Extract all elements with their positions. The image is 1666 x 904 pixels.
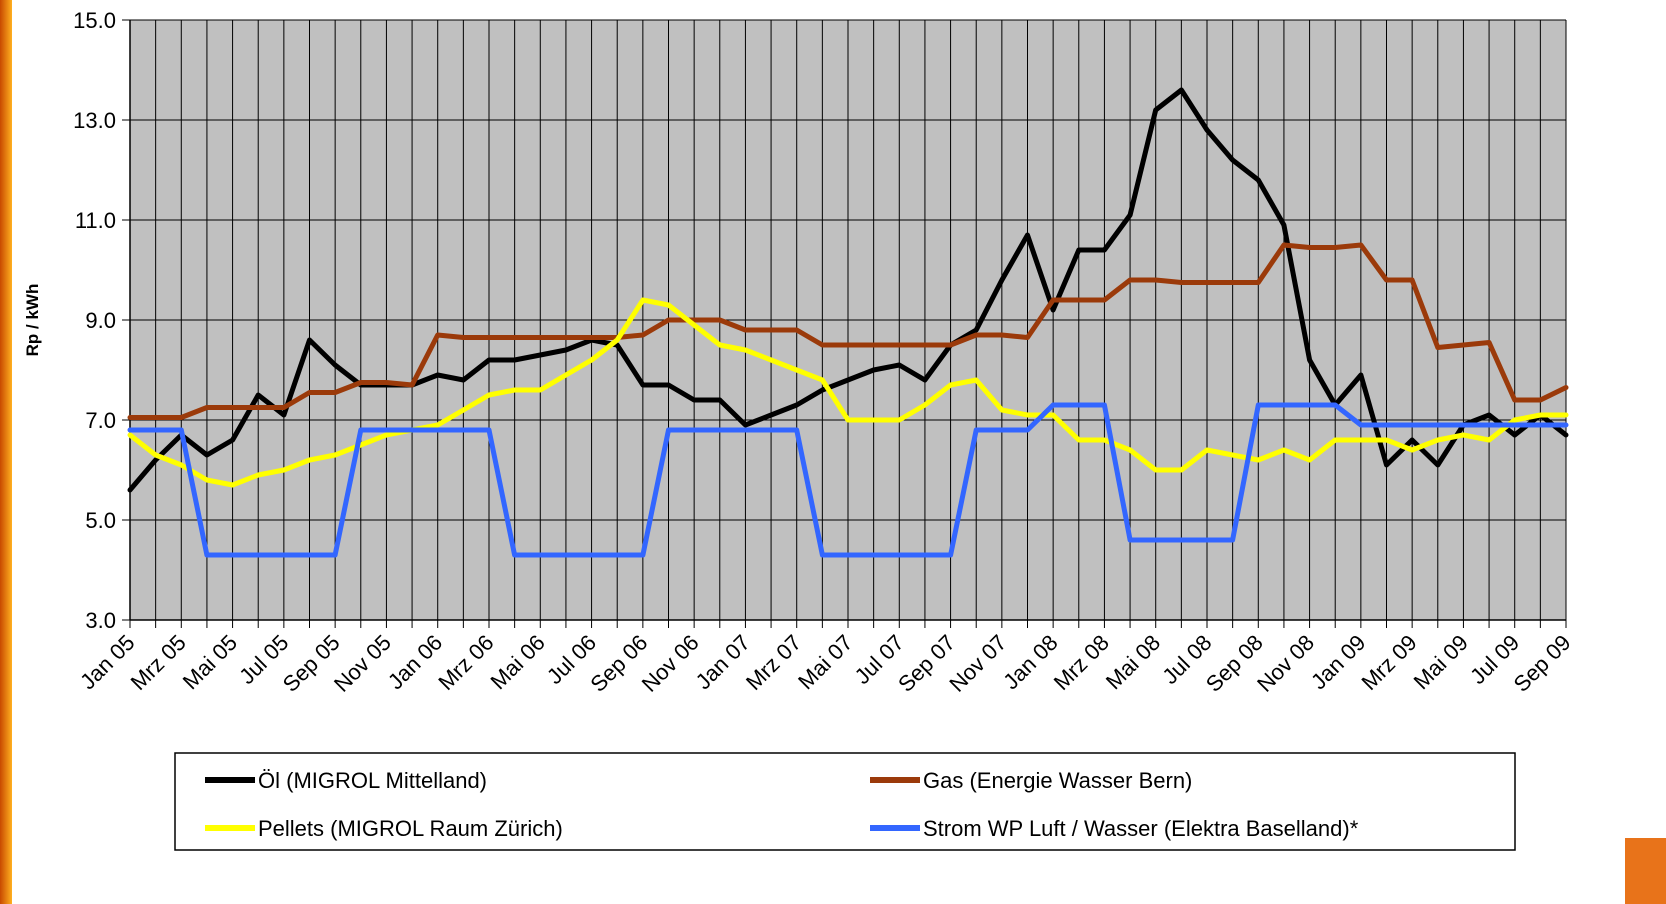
x-tick-label: Sep 08 <box>1201 630 1268 697</box>
y-tick-label: 5.0 <box>85 508 116 533</box>
x-tick-label: Mrz 08 <box>1049 630 1114 695</box>
legend-label: Strom WP Luft / Wasser (Elektra Basellan… <box>923 816 1359 841</box>
x-tick-label: Sep 09 <box>1509 630 1576 697</box>
x-tick-label: Sep 07 <box>893 630 960 697</box>
page: Rp / kWh 3.05.07.09.011.013.015.0Jan 05M… <box>0 0 1666 904</box>
x-tick-label: Mrz 09 <box>1356 630 1421 695</box>
legend-label: Gas (Energie Wasser Bern) <box>923 768 1192 793</box>
y-axis-title: Rp / kWh <box>23 284 42 357</box>
x-tick-label: Nov 08 <box>1252 630 1319 697</box>
legend-label: Öl (MIGROL Mittelland) <box>258 768 487 793</box>
x-tick-label: Sep 06 <box>585 630 652 697</box>
y-tick-label: 13.0 <box>73 108 116 133</box>
y-tick-label: 7.0 <box>85 408 116 433</box>
x-tick-label: Jan 06 <box>383 630 447 694</box>
x-tick-label: Mrz 06 <box>433 630 498 695</box>
y-tick-label: 11.0 <box>75 208 116 233</box>
x-tick-label: Mai 06 <box>485 630 549 694</box>
x-tick-label: Mrz 07 <box>741 630 806 695</box>
x-tick-label: Jan 08 <box>998 630 1062 694</box>
logo-fragment <box>1625 838 1666 904</box>
decor-strip <box>0 0 12 904</box>
x-tick-label: Nov 07 <box>944 630 1011 697</box>
x-tick-label: Mai 09 <box>1409 630 1473 694</box>
chart: Rp / kWh 3.05.07.09.011.013.015.0Jan 05M… <box>0 0 1666 904</box>
x-tick-label: Nov 06 <box>637 630 704 697</box>
x-tick-label: Nov 05 <box>329 630 396 697</box>
y-tick-label: 15.0 <box>73 8 116 33</box>
x-tick-label: Jan 09 <box>1306 630 1370 694</box>
legend-label: Pellets (MIGROL Raum Zürich) <box>258 816 563 841</box>
y-tick-label: 9.0 <box>85 308 116 333</box>
x-tick-label: Mai 07 <box>793 630 857 694</box>
x-tick-label: Sep 05 <box>278 630 345 697</box>
x-tick-label: Mai 05 <box>178 630 242 694</box>
y-tick-label: 3.0 <box>85 608 116 633</box>
x-tick-label: Mrz 05 <box>126 630 191 695</box>
x-tick-label: Jan 05 <box>75 630 139 694</box>
x-tick-label: Mai 08 <box>1101 630 1165 694</box>
x-tick-label: Jan 07 <box>691 630 755 694</box>
